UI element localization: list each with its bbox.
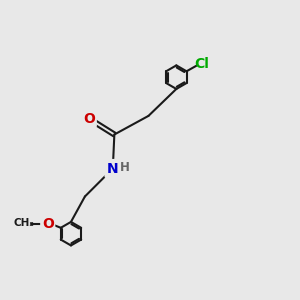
Text: N: N: [106, 161, 119, 176]
Text: H: H: [120, 160, 130, 173]
Text: O: O: [42, 217, 54, 231]
Text: Cl: Cl: [195, 57, 209, 71]
Text: O: O: [42, 217, 54, 231]
Text: N: N: [107, 162, 118, 176]
Text: O: O: [84, 112, 95, 126]
Text: CH₃: CH₃: [14, 218, 34, 229]
Text: O: O: [84, 112, 95, 126]
